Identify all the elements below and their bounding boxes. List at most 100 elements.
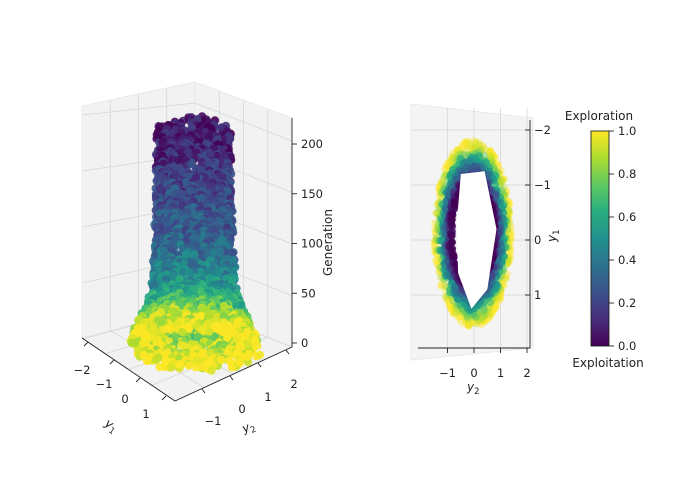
- scatter-point: [486, 149, 495, 158]
- scatter-point: [474, 138, 483, 147]
- scatter-point: [184, 361, 194, 370]
- scatter-point: [453, 146, 462, 154]
- scatter-point: [486, 307, 494, 316]
- scatter-point: [479, 317, 488, 325]
- scatter-point: [507, 232, 515, 240]
- scatter-point: [440, 173, 448, 182]
- scatter-point: [159, 325, 168, 334]
- scatter-point: [504, 258, 512, 267]
- scatter-point: [490, 153, 499, 161]
- scatter-point: [432, 256, 440, 265]
- scatter-point: [241, 331, 250, 340]
- scatter-point: [484, 309, 493, 317]
- scatter-point: [462, 138, 471, 147]
- scatter-point: [255, 350, 265, 359]
- left-y-tick-label: 2: [290, 377, 297, 391]
- scatter-point: [223, 332, 232, 342]
- scatter-point: [197, 325, 207, 334]
- scatter-point: [431, 219, 439, 227]
- scatter-point: [496, 290, 504, 299]
- scatter-point: [171, 233, 180, 242]
- scatter-point: [491, 304, 499, 313]
- scatter-point: [431, 230, 440, 239]
- left-x-tick-label: 1: [142, 407, 149, 421]
- scatter-point: [463, 314, 472, 322]
- scatter-point: [505, 202, 513, 210]
- scatter-point: [475, 311, 483, 319]
- scatter-point: [488, 308, 497, 316]
- left-x-tick: [161, 395, 167, 401]
- left-y-tick: [257, 362, 262, 368]
- scatter-point: [433, 257, 441, 265]
- scatter-point: [486, 311, 495, 320]
- left-y-tick-label: 1: [264, 390, 271, 404]
- scatter-point: [477, 320, 486, 329]
- scatter-point: [438, 177, 446, 185]
- scatter-point: [481, 145, 490, 153]
- scatter-point: [494, 162, 503, 171]
- scatter-point: [496, 289, 504, 298]
- scatter-point: [496, 294, 505, 303]
- scatter-point: [506, 256, 514, 265]
- scatter-point: [445, 300, 453, 309]
- scatter-point: [486, 147, 495, 156]
- scatter-point: [472, 312, 481, 321]
- scatter-point: [437, 179, 446, 187]
- scatter-point: [491, 302, 499, 311]
- scatter-point: [488, 309, 496, 317]
- scatter-point: [436, 181, 444, 189]
- scatter-point: [478, 142, 487, 150]
- scatter-point: [455, 307, 464, 316]
- scatter-point: [490, 299, 499, 307]
- scatter-point: [457, 311, 466, 320]
- scatter-point: [479, 312, 488, 320]
- scatter-point: [491, 300, 500, 308]
- scatter-point: [499, 175, 508, 184]
- left-y-tick: [285, 349, 290, 355]
- scatter-point: [472, 319, 481, 328]
- scatter-point: [449, 309, 458, 317]
- scatter-point: [434, 261, 443, 269]
- scatter-point: [433, 224, 442, 233]
- scatter-point: [497, 177, 506, 186]
- scatter-point: [461, 139, 469, 147]
- scatter-point: [492, 303, 501, 311]
- scatter-point: [478, 314, 487, 323]
- scatter-point: [481, 310, 490, 318]
- scatter-point: [500, 281, 508, 290]
- scatter-point: [447, 155, 456, 164]
- scatter-point: [488, 150, 497, 158]
- scatter-point: [507, 223, 515, 231]
- left-z-tick-label: 50: [301, 286, 316, 300]
- scatter-point: [441, 165, 449, 174]
- scatter-point: [472, 144, 481, 152]
- scatter-point: [227, 363, 237, 372]
- left-zlabel: Generation: [321, 209, 335, 276]
- scatter-point: [463, 139, 472, 148]
- scatter-point: [457, 317, 465, 326]
- scatter-point: [470, 144, 479, 153]
- scatter-point: [151, 355, 161, 365]
- scatter-point: [475, 141, 484, 149]
- scatter-point: [465, 322, 473, 330]
- scatter-point: [481, 311, 490, 319]
- scatter-point: [444, 297, 453, 306]
- scatter-point: [502, 189, 510, 197]
- scatter-point: [442, 162, 450, 171]
- scatter-point: [133, 345, 143, 354]
- left-y-tick: [201, 388, 206, 394]
- scatter-point: [166, 325, 175, 334]
- scatter-point: [479, 308, 488, 317]
- scatter-point: [458, 141, 466, 150]
- scatter-point: [141, 333, 150, 342]
- scatter-point: [463, 318, 472, 327]
- scatter-point: [468, 143, 476, 152]
- scatter-point: [500, 273, 509, 282]
- scatter-point: [485, 307, 493, 315]
- scatter-point: [438, 280, 446, 288]
- scatter-point: [479, 315, 488, 323]
- left-x-tick-label: 0: [121, 392, 128, 406]
